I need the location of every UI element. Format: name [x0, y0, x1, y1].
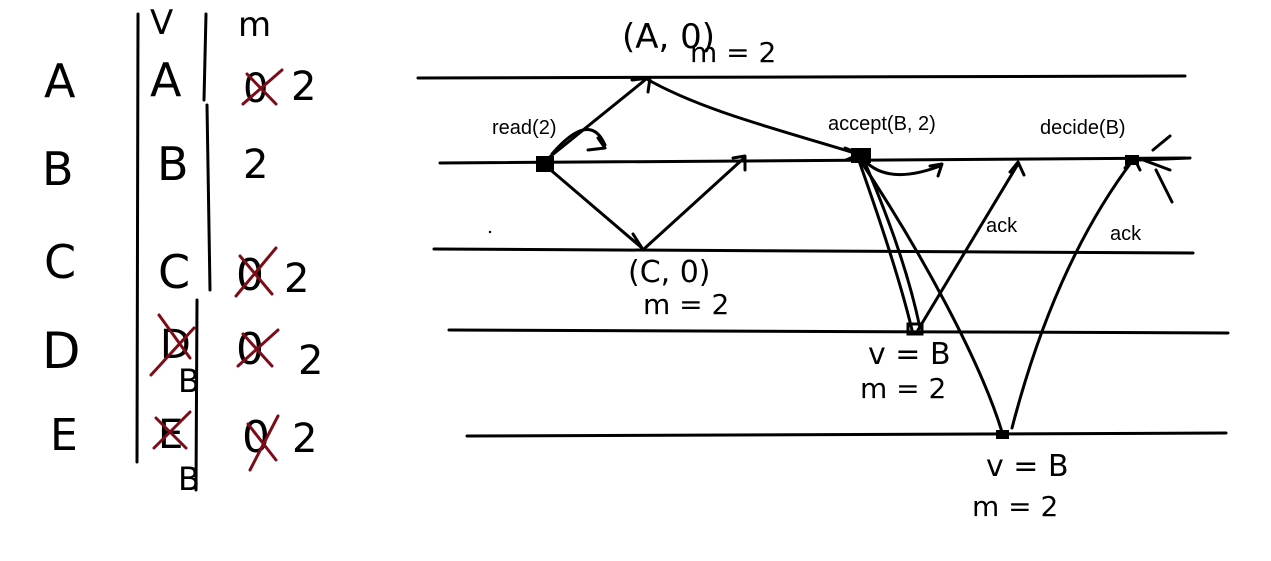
- header-m: m: [238, 5, 271, 45]
- row-e-m-cross-mark: [246, 414, 280, 472]
- event-d-receive: [906, 322, 924, 336]
- row-c-m-new: 2: [284, 256, 309, 302]
- messages: [536, 76, 1192, 439]
- row-d-m-old: 0: [236, 324, 264, 375]
- row-e-node: E: [50, 410, 78, 461]
- msg-accept-to-d-1: [856, 156, 914, 332]
- label-read: read(2): [492, 117, 556, 139]
- row-c-m-cross-mark: [234, 246, 278, 298]
- stray-dot: [488, 230, 492, 234]
- row-e-m-new: 2: [292, 416, 317, 462]
- label-reply-a-m: m = 2: [690, 36, 776, 69]
- timeline-b: [438, 156, 1187, 165]
- event-decide: [1125, 155, 1139, 165]
- row-a-m-cross-mark: [241, 68, 284, 106]
- row-a-node: A: [44, 54, 76, 108]
- diagram-labels: read(2) accept(B, 2) decide(B) ack ack (…: [492, 17, 1142, 523]
- label-ack-e: ack: [1110, 223, 1142, 245]
- table-divider-middle: [194, 12, 212, 492]
- row-d-node: D: [42, 322, 81, 380]
- row-e-v-new: B: [178, 460, 200, 498]
- msg-read-self: [550, 128, 607, 156]
- row-b-node: B: [42, 142, 74, 196]
- timeline-a: [416, 74, 1187, 80]
- decide-spikes: [1136, 134, 1192, 204]
- msg-ack-d: [916, 160, 1026, 332]
- event-accept: [851, 148, 871, 163]
- row-e-v-cross-mark: [152, 410, 192, 450]
- label-accept: accept(B, 2): [828, 113, 936, 135]
- label-state-d-v: v = B: [868, 337, 951, 372]
- msg-accept-self: [864, 160, 944, 178]
- timeline-d: [447, 328, 1230, 335]
- row-b-m-new: 2: [243, 142, 268, 188]
- label-reply-c-m: m = 2: [643, 288, 729, 321]
- msg-accept-to-e: [858, 158, 1004, 434]
- label-reply-c-pair: (C, 0): [628, 255, 711, 290]
- row-d-v-new: B: [178, 362, 200, 400]
- msg-read-to-a: [544, 76, 652, 162]
- row-b-v: B: [157, 137, 189, 191]
- table-divider-left: [135, 12, 140, 464]
- event-e-receive: [996, 430, 1009, 439]
- label-ack-d: ack: [986, 215, 1018, 237]
- label-state-d-m: m = 2: [860, 372, 946, 405]
- event-read: [536, 156, 554, 172]
- label-state-e-v: v = B: [986, 449, 1069, 484]
- label-state-e-m: m = 2: [972, 490, 1058, 523]
- row-c-node: C: [44, 235, 76, 289]
- row-c-v: C: [158, 245, 190, 299]
- header-v: V: [150, 3, 173, 43]
- timelines: [416, 74, 1230, 438]
- row-a-m-new: 2: [291, 64, 316, 110]
- msg-read-to-c: [544, 164, 644, 250]
- row-e-v: E: [158, 412, 183, 458]
- row-a-v: A: [150, 53, 182, 107]
- row-d-m-cross-mark: [236, 328, 280, 368]
- timeline-c: [432, 247, 1195, 255]
- msg-c-reply: [643, 154, 747, 250]
- label-reply-a-pair: (A, 0): [622, 17, 715, 57]
- label-decide: decide(B): [1040, 117, 1126, 139]
- row-d-v-cross-mark: [149, 313, 196, 377]
- timeline-e: [465, 431, 1228, 438]
- msg-ack-e: [1010, 156, 1142, 430]
- state-table: V m A A 0 2 B B 2 C C 0 2 D D B 0 2 E E …: [42, 3, 323, 498]
- row-d-m-new: 2: [298, 338, 323, 384]
